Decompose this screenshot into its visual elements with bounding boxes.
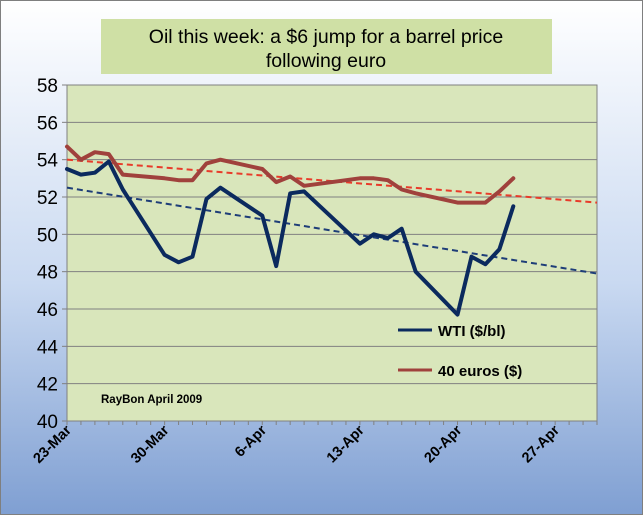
legend: WTI ($/bl) 40 euros ($) [398, 323, 522, 380]
chart-annotation: RayBon April 2009 [101, 394, 202, 406]
y-tick-label: 54 [37, 151, 59, 172]
title-box [101, 19, 552, 74]
series-line-euro [65, 144, 516, 205]
y-tick-label: 50 [37, 225, 58, 246]
legend-label-euro: 40 euros ($) [438, 363, 522, 380]
y-tick-label: 52 [37, 188, 58, 209]
y-tick-label: 40 [37, 412, 58, 433]
y-tick-label: 48 [37, 263, 58, 284]
y-tick-label: 58 [37, 76, 58, 97]
y-tick-label: 46 [37, 300, 58, 321]
y-tick-label: 42 [37, 375, 58, 396]
plot-area [66, 84, 598, 422]
y-tick-label: 56 [37, 113, 58, 134]
chart-title-line-1: Oil this week: a $6 jump for a barrel pr… [149, 26, 503, 48]
series-line-wti [65, 159, 516, 317]
chart-title-line-2: following euro [266, 50, 386, 72]
legend-label-wti: WTI ($/bl) [438, 323, 506, 340]
y-tick-label: 44 [37, 337, 59, 358]
